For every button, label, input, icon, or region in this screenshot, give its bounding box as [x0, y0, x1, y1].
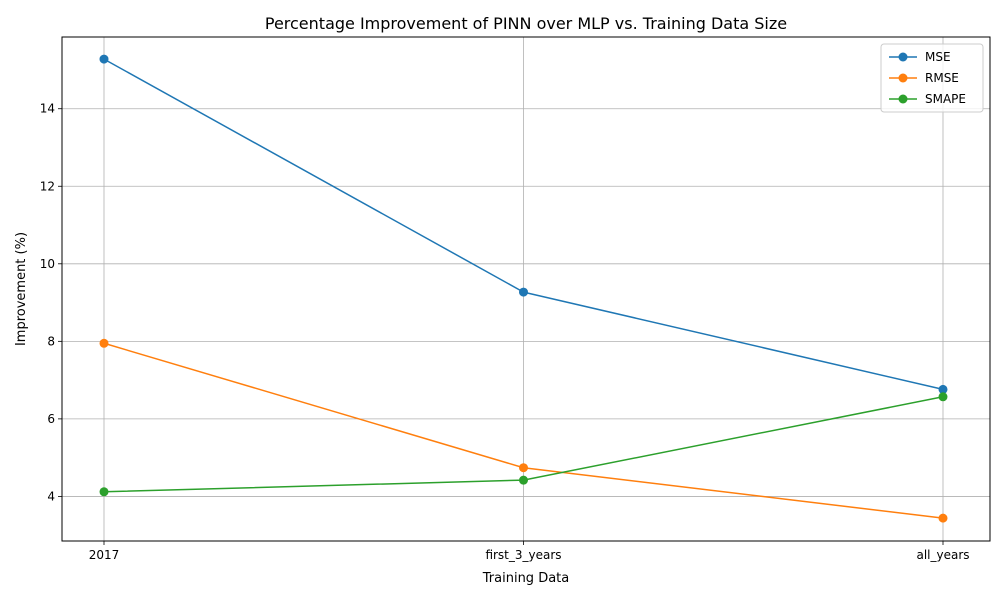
y-tick-label: 10	[40, 257, 55, 271]
legend-marker	[898, 52, 908, 62]
y-tick-label: 4	[47, 489, 55, 503]
legend-marker	[898, 73, 908, 83]
y-axis-label: Improvement (%)	[14, 232, 29, 346]
data-point	[519, 463, 528, 473]
legend-box	[880, 43, 984, 113]
legend-item-mse: MSE	[889, 50, 951, 64]
grid	[62, 37, 990, 541]
legend-marker	[898, 94, 908, 104]
series-rmse	[99, 338, 948, 523]
series-smape	[99, 392, 948, 497]
x-tick-label: first_3_years	[485, 548, 561, 562]
series-layer	[99, 54, 948, 523]
data-point	[938, 513, 948, 523]
data-point	[99, 54, 109, 64]
legend-label: MSE	[925, 50, 951, 64]
data-point	[519, 475, 528, 485]
data-point	[519, 287, 528, 297]
chart-title: Percentage Improvement of PINN over MLP …	[265, 14, 787, 33]
x-tick-label: 2017	[89, 548, 120, 562]
series-mse	[99, 54, 948, 394]
data-point	[938, 392, 948, 402]
plot-area-frame	[61, 36, 991, 542]
ticks: 2017 first_3_years all_years 4 6 8 10 12 14	[40, 102, 970, 562]
data-point	[99, 487, 109, 497]
y-tick-label: 12	[40, 179, 55, 193]
legend-label: SMAPE	[925, 92, 966, 106]
legend-item-rmse: RMSE	[889, 71, 959, 85]
y-tick-label: 8	[47, 334, 55, 348]
y-tick-label: 14	[40, 102, 55, 116]
data-point	[99, 338, 109, 348]
x-tick-label: all_years	[916, 548, 969, 562]
legend-item-smape: SMAPE	[889, 92, 966, 106]
legend-label: RMSE	[925, 71, 959, 85]
data-point	[938, 384, 948, 394]
x-axis-label: Training Data	[482, 571, 569, 586]
legend: MSE RMSE SMAPE	[880, 43, 984, 113]
y-tick-label: 6	[47, 412, 55, 426]
